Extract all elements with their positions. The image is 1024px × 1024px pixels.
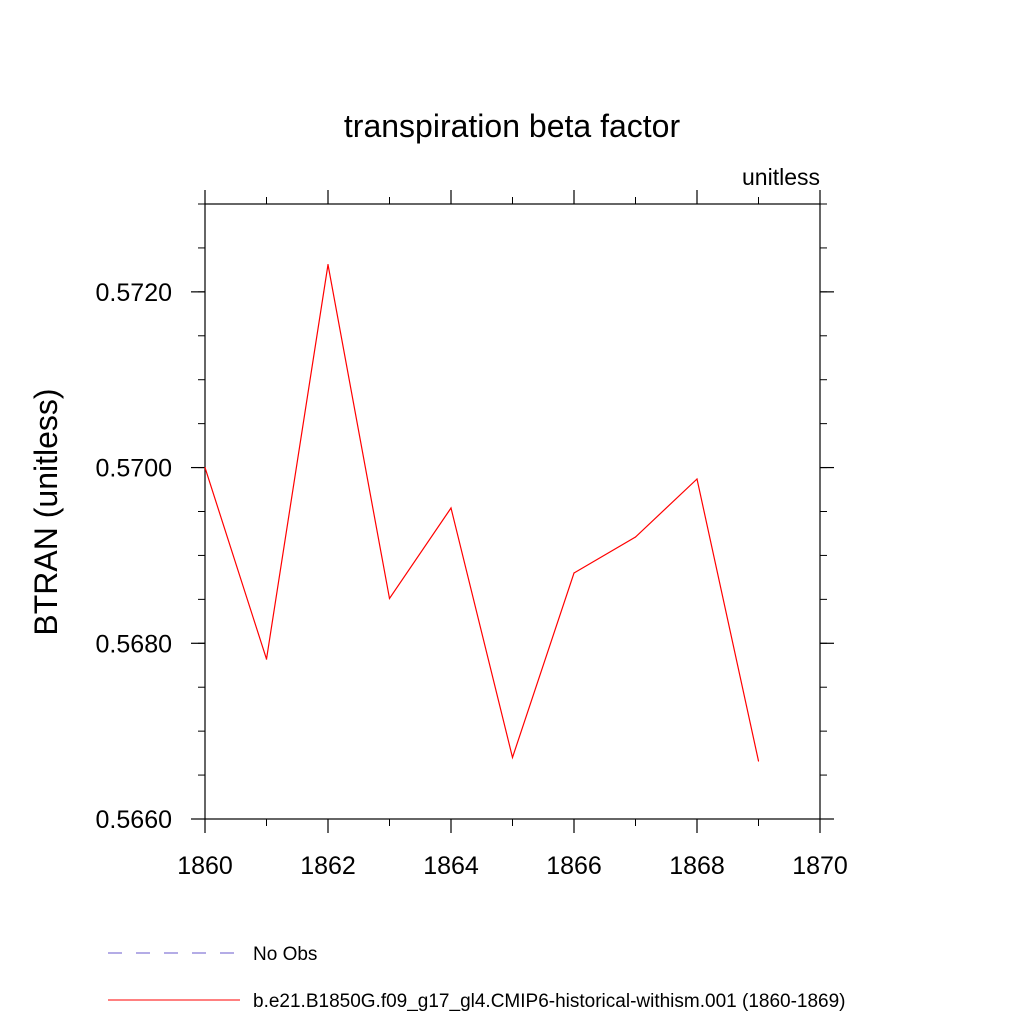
plot-frame [204, 203, 821, 820]
data-point [265, 658, 268, 660]
y-tick-label: 0.5660 [96, 806, 172, 834]
y-axis-label: BTRAN (unitless) [28, 388, 64, 635]
data-point [450, 507, 452, 509]
data-point [634, 536, 637, 538]
x-tick-label: 1868 [669, 852, 725, 880]
series-layer [204, 264, 760, 762]
series-line [204, 264, 760, 762]
tick-labels: 0.5660 0.5680 0.5700 0.5720 1860 1862 1864 1866… [96, 279, 848, 880]
data-point [327, 264, 329, 266]
minor-ticks [198, 197, 827, 826]
data-point [757, 760, 760, 762]
y-tick-label: 0.5720 [96, 279, 172, 307]
legend-label: No Obs [253, 944, 317, 965]
data-point [573, 572, 575, 574]
chart-units-label: unitless [742, 164, 820, 190]
y-tick-label: 0.5680 [96, 630, 172, 658]
chart-title: transpiration beta factor [344, 108, 681, 144]
data-point [511, 756, 514, 759]
x-tick-label: 1870 [792, 852, 848, 880]
x-tick-label: 1862 [300, 852, 356, 880]
data-point [204, 466, 206, 469]
data-point [388, 597, 391, 600]
legend-label: b.e21.B1850G.f09_g17_gl4.CMIP6-historica… [253, 991, 846, 1012]
x-tick-label: 1860 [177, 852, 233, 880]
x-tick-label: 1864 [423, 852, 479, 880]
y-tick-label: 0.5700 [96, 455, 172, 483]
legend: No Obs b.e21.B1850G.f09_g17_gl4.CMIP6-his… [108, 944, 846, 1012]
data-point [696, 478, 698, 480]
major-ticks [191, 190, 834, 833]
x-tick-label: 1866 [546, 852, 602, 880]
